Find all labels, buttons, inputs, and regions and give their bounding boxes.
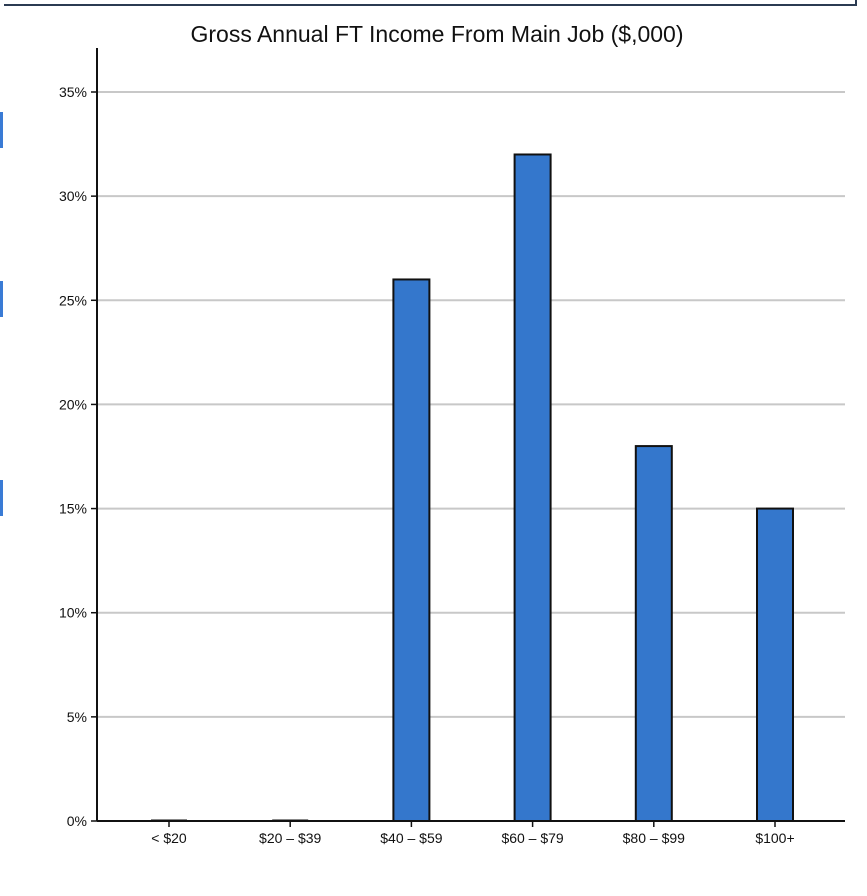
bar <box>756 507 794 822</box>
y-tick-label: 10% <box>59 605 87 621</box>
x-tick-label: $40 – $59 <box>380 830 442 846</box>
bar <box>392 278 431 822</box>
left-side-strip <box>0 0 4 896</box>
side-marker <box>0 112 3 148</box>
side-marker <box>0 480 3 516</box>
side-marker <box>0 281 3 317</box>
chart-title: Gross Annual FT Income From Main Job ($,… <box>191 21 684 47</box>
grid-lines <box>97 91 845 718</box>
x-tick-label: $20 – $39 <box>259 830 321 846</box>
y-tick-label: 35% <box>59 84 87 100</box>
y-tick-label: 5% <box>67 709 87 725</box>
bar <box>513 153 552 822</box>
x-tick-label: $100+ <box>755 830 794 846</box>
top-frame-border <box>0 0 857 6</box>
y-tick-label: 30% <box>59 188 87 204</box>
bar <box>634 445 673 822</box>
y-tick-label: 20% <box>59 396 87 412</box>
y-tick-label: 15% <box>59 501 87 517</box>
bars <box>151 153 794 822</box>
y-tick-label: 0% <box>67 813 87 829</box>
x-axis-tick-labels: < $20 $20 – $39 $40 – $59 $60 – $79 $80 – $9… <box>151 830 794 846</box>
x-tick-label: $60 – $79 <box>501 830 563 846</box>
x-tick-label: < $20 <box>151 830 187 846</box>
x-tick-label: $80 – $99 <box>623 830 685 846</box>
axes <box>91 48 845 827</box>
y-tick-label: 25% <box>59 292 87 308</box>
y-axis-tick-labels: 0% 5% 10% 15% 20% 25% 30% 35% <box>59 84 87 829</box>
